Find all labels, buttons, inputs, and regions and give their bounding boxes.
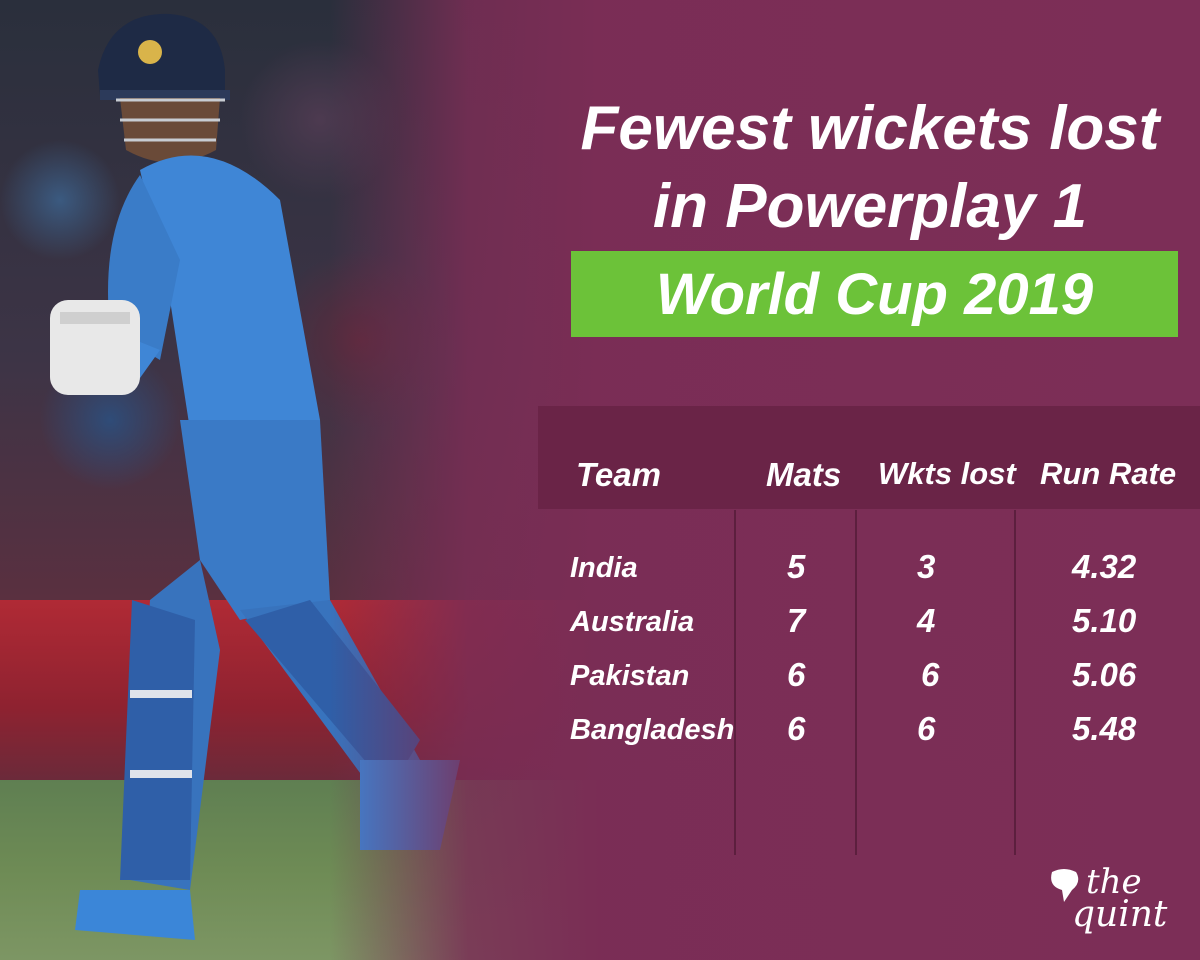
title-line-2: in Powerplay 1 — [652, 172, 1088, 241]
col-header-wkts: Wkts lost — [878, 456, 1016, 491]
photo-fade-overlay — [0, 0, 600, 960]
cell-wkts: 4 — [917, 602, 936, 639]
batsman-photo — [0, 0, 600, 960]
column-divider — [734, 510, 736, 855]
cell-mats: 5 — [787, 548, 806, 585]
cell-run-rate: 5.10 — [1072, 602, 1137, 639]
speech-bubble-icon — [1051, 869, 1079, 902]
col-header-mats: Mats — [766, 456, 842, 493]
cell-wkts: 3 — [917, 548, 936, 585]
cell-wkts: 6 — [921, 656, 940, 693]
title-line-1: Fewest wickets lost — [580, 94, 1160, 163]
logo-text-the: the — [1086, 862, 1142, 902]
cell-team: Bangladesh — [570, 714, 735, 746]
the-quint-logo: the quint — [1046, 862, 1186, 942]
cell-team: Pakistan — [570, 660, 690, 692]
col-header-run-rate: Run Rate — [1040, 456, 1177, 491]
cell-run-rate: 5.06 — [1072, 656, 1137, 693]
cell-mats: 6 — [787, 710, 806, 747]
column-divider — [855, 510, 857, 855]
cell-run-rate: 5.48 — [1072, 710, 1137, 747]
cell-run-rate: 4.32 — [1072, 548, 1137, 585]
cell-mats: 6 — [787, 656, 806, 693]
logo-text-quint: quint — [1072, 894, 1168, 935]
col-header-team: Team — [576, 456, 661, 493]
cell-wkts: 6 — [917, 710, 936, 747]
cell-mats: 7 — [787, 602, 806, 639]
subtitle-badge: World Cup 2019 — [571, 251, 1178, 337]
cell-team: India — [570, 552, 638, 584]
cell-team: Australia — [570, 606, 695, 638]
column-divider — [1014, 510, 1016, 855]
table-header-band — [538, 406, 1200, 509]
